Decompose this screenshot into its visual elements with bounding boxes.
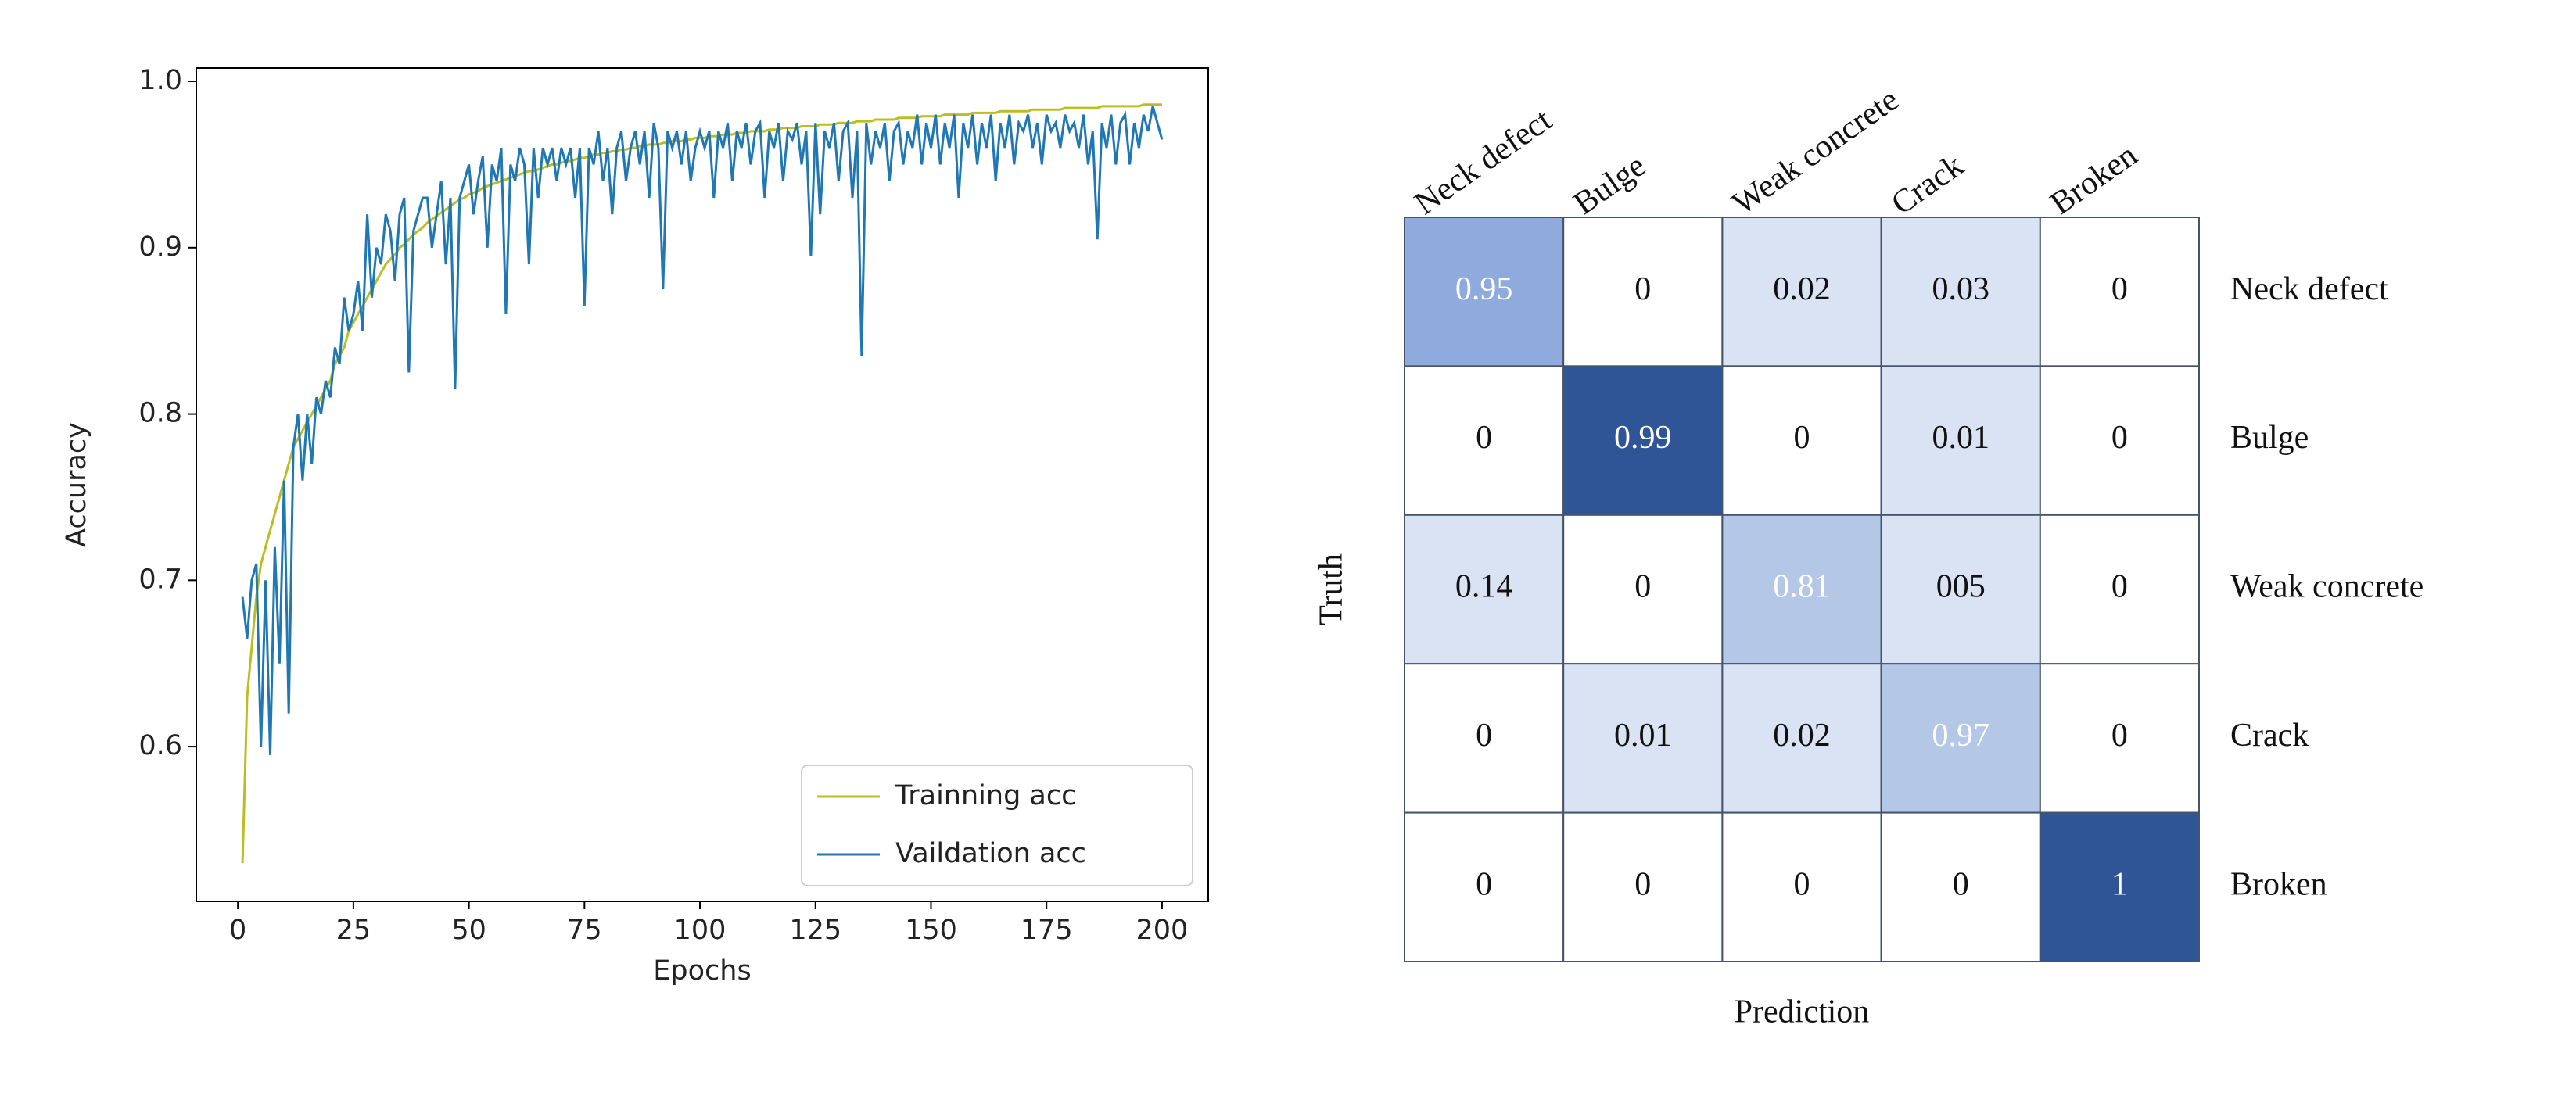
cell — [1721, 663, 1882, 814]
x-tick-label: 50 — [451, 915, 486, 946]
x-tick-label: 100 — [674, 915, 727, 946]
cell — [2039, 663, 2201, 814]
series-line — [241, 103, 1162, 864]
cell-label: 0 — [1634, 271, 1651, 307]
column-label: Bulge — [1567, 148, 1652, 222]
cell-label: 0.81 — [1773, 569, 1831, 605]
cell-label: 0.02 — [1773, 271, 1831, 307]
y-axis-label: Truth — [1314, 553, 1350, 625]
x-tick-label: 75 — [567, 915, 602, 946]
cell — [1404, 514, 1565, 665]
row-label: Weak concrete — [2230, 569, 2424, 605]
cell-label: 0 — [1476, 420, 1492, 456]
column-label: Neck defect — [1408, 102, 1559, 223]
cell — [1880, 365, 2041, 516]
cell — [1721, 217, 1882, 367]
y-tick-label: 1.0 — [138, 65, 182, 96]
cell — [1404, 811, 1565, 962]
y-tick-label: 0.9 — [138, 231, 182, 263]
series-line — [241, 106, 1164, 755]
cell-label: 0.97 — [1932, 718, 1989, 754]
cell — [2039, 811, 2201, 962]
row-label: Neck defect — [2230, 271, 2388, 307]
cell — [2039, 365, 2201, 516]
cell-label: 0 — [1794, 866, 1810, 902]
x-axis-label: Prediction — [1735, 994, 1870, 1030]
legend-box — [801, 765, 1193, 886]
y-axis-label: Accuracy — [61, 422, 92, 547]
cell — [1562, 663, 1724, 814]
row-label: Crack — [2230, 718, 2309, 754]
cell-label: 0.02 — [1773, 718, 1831, 754]
cell-label: 0.01 — [1932, 420, 1989, 456]
cell-label: 0 — [1953, 866, 1969, 902]
cell — [1562, 514, 1724, 665]
cell — [1880, 217, 2041, 367]
cell — [1404, 663, 1565, 814]
y-tick-label: 0.7 — [138, 564, 182, 595]
x-tick-label: 0 — [229, 915, 246, 946]
row-label: Bulge — [2230, 420, 2309, 456]
x-tick-label: 150 — [905, 915, 957, 946]
cell — [1404, 365, 1565, 516]
cell — [1880, 663, 2041, 814]
x-tick-label: 200 — [1136, 915, 1189, 946]
cell-label: 0.14 — [1455, 569, 1513, 605]
cell — [1721, 514, 1882, 665]
cell-label: 0 — [2111, 718, 2128, 754]
cell-label: 0.95 — [1455, 271, 1513, 307]
row-label: Broken — [2230, 866, 2327, 902]
cell — [2039, 217, 2201, 367]
column-label: Weak concrete — [1726, 82, 1905, 223]
cell-label: 005 — [1936, 569, 1986, 605]
cell-label: 0.01 — [1614, 718, 1672, 754]
legend-label: Trainning acc — [895, 780, 1076, 811]
x-tick-label: 25 — [336, 915, 371, 946]
cell-label: 0.99 — [1614, 420, 1672, 456]
cell-label: 0 — [2111, 271, 2128, 307]
x-axis-label: Epochs — [653, 955, 751, 987]
x-tick-label: 125 — [789, 915, 841, 946]
plot-frame — [196, 67, 1209, 902]
cell-label: 0 — [1476, 866, 1492, 902]
cell-label: 1 — [2111, 866, 2128, 902]
cell-label: 0 — [1794, 420, 1810, 456]
y-tick-label: 0.8 — [138, 398, 182, 429]
cell-label: 0 — [1634, 866, 1651, 902]
cell-label: 0.03 — [1932, 271, 1989, 307]
cell — [1880, 514, 2041, 665]
cell-label: 0 — [1476, 718, 1492, 754]
x-tick-label: 175 — [1021, 915, 1073, 946]
column-label: Crack — [1885, 148, 1970, 222]
cell-label: 0 — [1634, 569, 1651, 605]
cell-label: 0 — [2111, 569, 2128, 605]
cell — [1721, 365, 1882, 516]
cell — [2039, 514, 2201, 665]
column-label: Broken — [2044, 137, 2144, 222]
y-tick-label: 0.6 — [138, 730, 182, 761]
cell-label: 0 — [2111, 420, 2128, 456]
cell — [1562, 811, 1724, 962]
legend-label: Vaildation acc — [895, 838, 1086, 869]
